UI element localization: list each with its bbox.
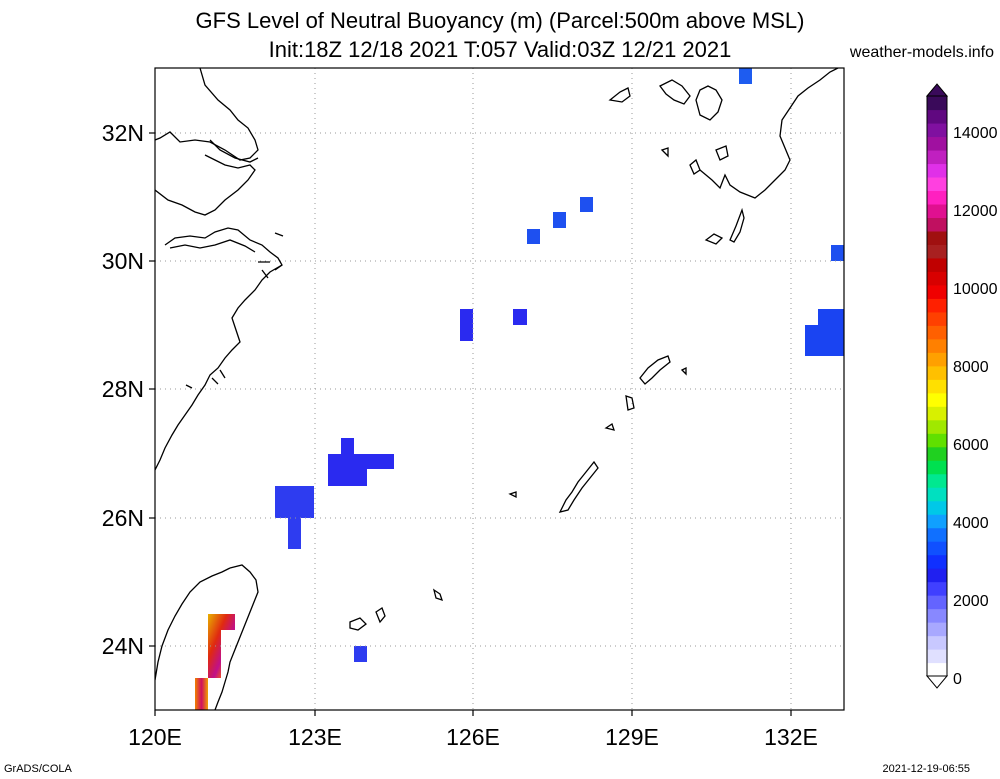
lon-label: 123E xyxy=(288,724,342,750)
colorbar-swatch xyxy=(927,541,947,556)
colorbar-label: 0 xyxy=(953,671,962,688)
footer-credit: GrADS/COLA xyxy=(4,763,72,775)
chart-title-line1: GFS Level of Neutral Buoyancy (m) (Parce… xyxy=(195,8,805,33)
cell xyxy=(831,245,844,261)
colorbar-swatch xyxy=(927,284,947,299)
colorbar-swatch xyxy=(927,406,947,421)
site-label: weather-models.info xyxy=(849,44,994,61)
colorbar-swatch xyxy=(927,122,947,138)
colorbar-swatch xyxy=(927,595,947,610)
colorbar-swatch xyxy=(927,635,947,650)
colorbar-top-arrow xyxy=(925,83,949,97)
cell xyxy=(275,486,314,549)
colorbar-swatches xyxy=(927,96,947,677)
colorbar-swatch xyxy=(927,338,947,353)
grid-lines xyxy=(155,68,844,710)
lon-label: 132E xyxy=(764,724,818,750)
cell xyxy=(580,197,593,212)
colorbar-swatch xyxy=(927,163,947,178)
colorbar-bottom-arrow xyxy=(925,675,949,689)
colorbar-swatch xyxy=(927,365,947,380)
colorbar-swatch xyxy=(927,244,947,259)
colorbar-swatch xyxy=(927,149,947,165)
lat-label: 32N xyxy=(102,120,144,146)
colorbar-swatch xyxy=(927,554,947,569)
colorbar-swatch xyxy=(927,109,947,124)
colorbar-swatch xyxy=(927,217,947,232)
colorbar-swatch xyxy=(927,487,947,502)
colorbar-swatch xyxy=(927,649,947,664)
colorbar-frame xyxy=(926,95,948,677)
colorbar-swatch xyxy=(927,136,947,151)
lat-label: 28N xyxy=(102,376,144,402)
colorbar-swatch xyxy=(927,500,947,515)
cell xyxy=(513,309,527,325)
colorbar-swatch xyxy=(927,379,947,394)
coastlines xyxy=(155,68,839,710)
colorbar-swatch xyxy=(927,433,947,448)
colorbar-swatch xyxy=(927,514,947,529)
colorbar-label: 4000 xyxy=(953,515,989,532)
colorbar-label: 14000 xyxy=(953,125,998,142)
colorbar-labels: 0 2000 4000 6000 8000 10000 12000 14000 xyxy=(953,125,998,688)
colorbar-swatch xyxy=(927,176,947,192)
cell xyxy=(328,438,394,486)
colorbar-label: 10000 xyxy=(953,281,998,298)
colorbar-swatch xyxy=(927,96,947,111)
cell xyxy=(460,309,473,341)
colorbar-label: 12000 xyxy=(953,203,998,220)
cell xyxy=(195,678,208,710)
colorbar-swatch xyxy=(927,298,947,313)
colorbar-label: 2000 xyxy=(953,593,989,610)
colorbar-swatch xyxy=(927,662,947,677)
lat-label: 30N xyxy=(102,248,144,274)
lat-label: 26N xyxy=(102,505,144,531)
colorbar-swatch xyxy=(927,230,947,245)
colorbar-swatch xyxy=(927,460,947,475)
colorbar-swatch xyxy=(927,419,947,434)
colorbar-swatch xyxy=(927,473,947,488)
colorbar-swatch xyxy=(927,527,947,542)
lon-label: 129E xyxy=(605,724,659,750)
colorbar-label: 8000 xyxy=(953,359,989,376)
colorbar-swatch xyxy=(927,311,947,326)
colorbar-swatch xyxy=(927,446,947,461)
shaded-cells xyxy=(195,68,844,710)
colorbar-swatch xyxy=(927,190,947,205)
cell xyxy=(805,309,844,356)
chart-title-line2: Init:18Z 12/18 2021 T:057 Valid:03Z 12/2… xyxy=(268,37,732,62)
colorbar-swatch xyxy=(927,581,947,596)
cell xyxy=(208,614,235,678)
colorbar-swatch xyxy=(927,325,947,340)
colorbar-swatch xyxy=(927,352,947,367)
cell xyxy=(354,646,367,662)
colorbar-swatch xyxy=(927,568,947,583)
colorbar-label: 6000 xyxy=(953,437,989,454)
axis-ticks xyxy=(149,132,792,716)
cell xyxy=(527,229,540,244)
colorbar-swatch xyxy=(927,203,947,218)
cell xyxy=(553,212,566,228)
cell xyxy=(739,68,752,84)
colorbar-swatch xyxy=(927,392,947,407)
lon-labels: 120E 123E 126E 129E 132E xyxy=(128,724,818,750)
footer-timestamp: 2021-12-19-06:55 xyxy=(882,763,970,775)
lon-label: 120E xyxy=(128,724,182,750)
colorbar-swatch xyxy=(927,622,947,637)
lat-label: 24N xyxy=(102,633,144,659)
lon-label: 126E xyxy=(446,724,500,750)
colorbar-swatch xyxy=(927,257,947,272)
colorbar-swatch xyxy=(927,271,947,286)
colorbar: 0 2000 4000 6000 8000 10000 12000 14000 xyxy=(925,83,998,689)
colorbar-swatch xyxy=(927,608,947,623)
lat-labels: 32N 30N 28N 26N 24N xyxy=(102,120,144,659)
